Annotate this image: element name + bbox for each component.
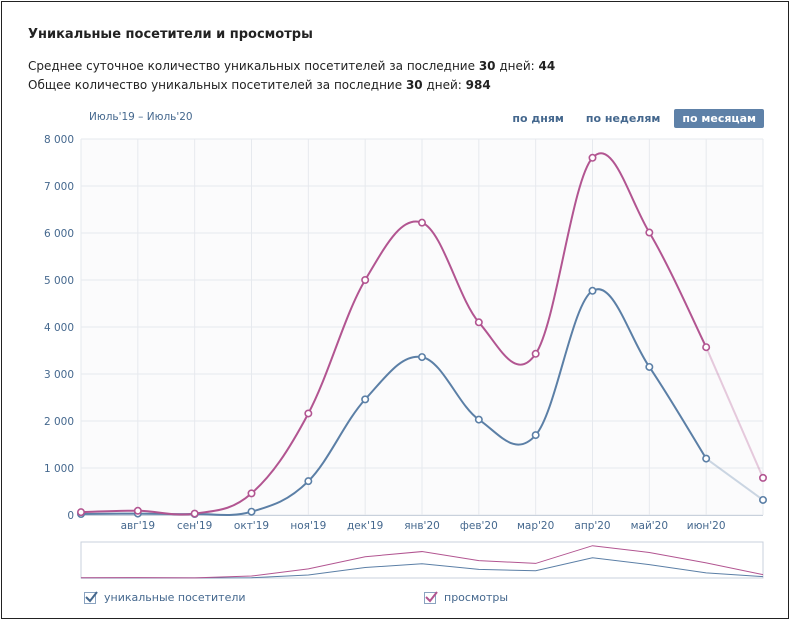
y-tick-label: 8 000 [44, 134, 74, 146]
x-tick-label: окт'19 [234, 520, 269, 532]
views-point[interactable] [758, 473, 767, 482]
y-tick-label: 6 000 [44, 228, 74, 240]
y-tick-label: 4 000 [44, 322, 74, 334]
visitors-point[interactable] [304, 477, 313, 486]
page-title: Уникальные посетители и просмотры [28, 27, 313, 42]
views-point[interactable] [645, 228, 654, 237]
date-range-label[interactable]: Июль'19 – Июль'20 [89, 111, 193, 123]
total-mid: дней: [422, 78, 466, 92]
x-tick-label: ноя'19 [290, 520, 326, 532]
views-point[interactable] [361, 275, 370, 284]
x-tick-label: янв'20 [404, 520, 440, 532]
views-point[interactable] [531, 349, 540, 358]
views-point[interactable] [474, 318, 483, 327]
views-point[interactable] [702, 343, 711, 352]
avg-days: 30 [478, 59, 496, 73]
chart-grid [80, 138, 764, 516]
y-tick-label: 7 000 [44, 181, 74, 193]
x-tick-label: дек'19 [347, 520, 383, 532]
x-tick-label: мар'20 [517, 520, 554, 532]
avg-prefix: Среднее суточное количество уникальных п… [28, 59, 479, 73]
y-tick-label: 5 000 [44, 275, 74, 287]
legend-views[interactable]: просмотры [424, 590, 509, 604]
views-point[interactable] [133, 506, 142, 515]
average-daily-visitors-stat: Среднее суточное количество уникальных п… [28, 59, 555, 73]
y-tick-label: 2 000 [44, 416, 74, 428]
period-tabs: по дням по неделям по месяцам [504, 109, 764, 128]
x-tick-label: июн'20 [687, 520, 726, 532]
tab-by-months[interactable]: по месяцам [674, 109, 764, 128]
total-visitors-stat: Общее количество уникальных посетителей … [28, 78, 491, 92]
x-axis-ticks: авг'19 сен'19 окт'19 ноя'19 дек'19 янв'20 фев'… [121, 520, 726, 532]
visitors-point[interactable] [531, 431, 540, 440]
y-axis-ticks: 0 1 000 2 000 3 000 4 000 5 000 6 000 7 000 8 00… [44, 134, 74, 522]
tab-by-days[interactable]: по дням [512, 112, 564, 125]
y-tick-label: 1 000 [44, 463, 74, 475]
total-prefix: Общее количество уникальных посетителей … [28, 78, 406, 92]
line-chart: 0 1 000 2 000 3 000 4 000 5 000 6 000 7 000 8 00… [44, 134, 767, 579]
x-tick-label: сен'19 [177, 520, 212, 532]
avg-value: 44 [538, 59, 556, 73]
visitors-point[interactable] [417, 353, 426, 362]
total-days: 30 [405, 78, 423, 92]
legend-views-label: просмотры [444, 591, 509, 604]
navigator-preview[interactable] [80, 541, 764, 579]
views-line-tail [705, 346, 764, 479]
legend-visitors-label: уникальные посетители [104, 591, 246, 604]
tab-by-weeks[interactable]: по неделям [585, 112, 661, 125]
x-tick-label: апр'20 [574, 520, 610, 532]
y-tick-label: 3 000 [44, 369, 74, 381]
visitors-checkbox[interactable] [84, 590, 98, 604]
avg-mid: дней: [495, 59, 539, 73]
visitors-point[interactable] [758, 495, 767, 504]
visitors-point[interactable] [702, 454, 711, 463]
views-checkbox[interactable] [424, 590, 438, 604]
visitors-point[interactable] [361, 395, 370, 404]
visitors-point[interactable] [645, 362, 654, 371]
legend-visitors[interactable]: уникальные посетители [84, 590, 246, 604]
views-point[interactable] [77, 508, 86, 517]
views-navigator-line [80, 545, 764, 579]
views-point[interactable] [304, 409, 313, 418]
visitors-point[interactable] [247, 507, 256, 516]
views-point[interactable] [417, 218, 426, 227]
total-value: 984 [465, 78, 491, 92]
visitors-point[interactable] [474, 415, 483, 424]
navigator-frame[interactable] [80, 541, 764, 579]
chart-points [77, 153, 767, 519]
views-point[interactable] [588, 153, 597, 162]
y-tick-label: 0 [67, 510, 74, 522]
views-point[interactable] [247, 489, 256, 498]
x-tick-label: фев'20 [460, 520, 498, 532]
x-tick-label: авг'19 [121, 520, 155, 532]
views-point[interactable] [190, 509, 199, 518]
x-tick-label: май'20 [631, 520, 668, 532]
visitors-line-tail [705, 457, 764, 501]
visitors-point[interactable] [588, 286, 597, 295]
